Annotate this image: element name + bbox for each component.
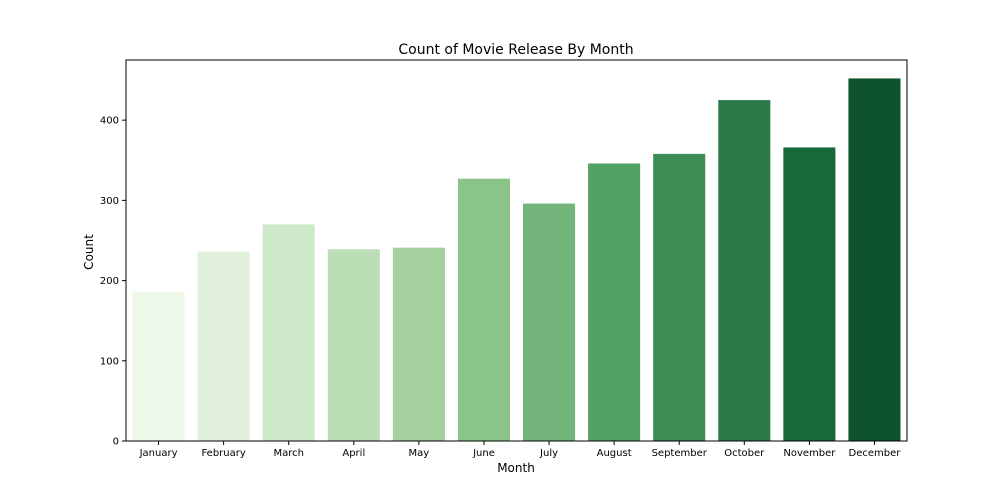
- bar-april: [327, 249, 380, 441]
- y-axis-ticks: 0 100 200 300 400: [100, 116, 126, 448]
- x-tick-label: October: [724, 448, 765, 459]
- y-axis-label: Count: [82, 234, 96, 270]
- y-tick-label: 300: [100, 196, 119, 207]
- bar-december: [848, 78, 901, 441]
- bar-october: [718, 100, 771, 442]
- x-tick-label: July: [539, 448, 558, 459]
- x-tick-label: June: [472, 448, 495, 459]
- y-tick-label: 100: [100, 356, 119, 367]
- bar-march: [262, 224, 315, 441]
- x-tick-label: January: [139, 448, 178, 459]
- bar-january: [132, 291, 185, 441]
- x-axis-ticks: January February March April May June July Augu…: [139, 441, 902, 459]
- x-tick-label: March: [273, 448, 303, 459]
- x-tick-label: September: [652, 448, 708, 459]
- x-tick-label: April: [342, 448, 365, 459]
- bar-august: [588, 163, 641, 442]
- y-tick-label: 400: [100, 116, 119, 127]
- bar-july: [523, 203, 576, 441]
- bars-group: [132, 78, 901, 442]
- bar-may: [392, 247, 445, 441]
- bar-february: [197, 251, 250, 441]
- x-tick-label: December: [849, 448, 902, 459]
- x-tick-label: August: [597, 448, 632, 459]
- plot-frame: [125, 59, 908, 442]
- x-tick-label: November: [783, 448, 836, 459]
- bar-september: [653, 153, 706, 441]
- bar-june: [457, 178, 510, 441]
- bar-november: [783, 147, 836, 441]
- y-tick-label: 0: [113, 437, 119, 448]
- x-tick-label: February: [201, 448, 245, 459]
- chart-title: Count of Movie Release By Month: [398, 42, 633, 58]
- x-tick-label: May: [409, 448, 430, 459]
- y-tick-label: 200: [100, 276, 119, 287]
- x-axis-label: Month: [497, 461, 535, 475]
